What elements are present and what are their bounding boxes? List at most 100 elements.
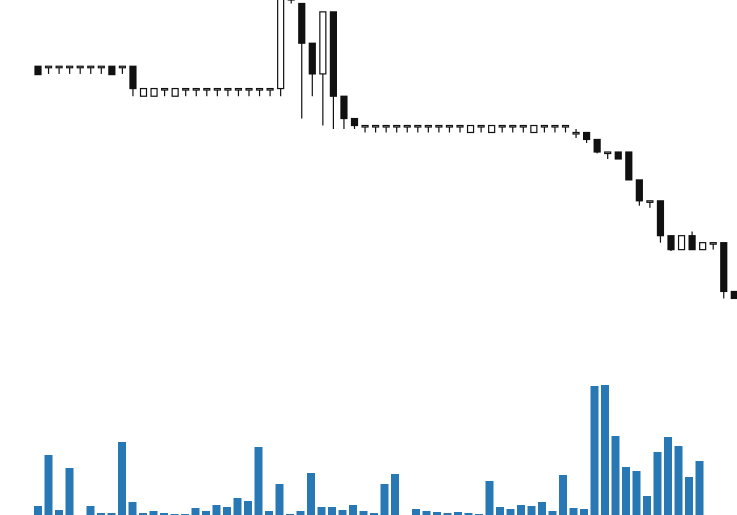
volume-bar [191,508,200,515]
candle-body-down [656,200,665,237]
candle-body-down [329,11,337,97]
candle-body-down [593,138,601,153]
volume-bar [212,505,221,515]
volume-bars-panel [34,385,704,515]
volume-bar [611,436,620,515]
candle-body-down [308,42,316,75]
volume-bar [538,502,546,515]
volume-bar [55,510,63,515]
volume-bar [653,452,662,515]
candle-body-up [224,87,232,91]
volume-bar [422,511,431,515]
candle-body-down [582,131,591,141]
candle-body-up [372,124,380,128]
candle-body-up [361,124,369,128]
volume-bar [107,513,116,515]
candle-body-up [203,87,211,91]
candle-body-up [255,87,264,91]
volume-bar [86,506,95,515]
candle-body-up [87,65,95,69]
candle-body-up [709,242,717,245]
volume-bar [65,468,74,515]
volume-bar [454,512,462,515]
volume-bar [244,501,252,515]
volume-bar [506,509,515,515]
volume-bar [601,385,609,515]
candle-body-down [350,117,359,127]
candle-body-down [108,65,116,76]
volume-bar [527,506,536,515]
candle-body-up [646,200,654,203]
candle-body-down [635,179,643,202]
candle-body-up [456,124,464,128]
candle-body-up [498,124,506,128]
candle-body-up [213,87,221,91]
candle-body-down [730,290,737,300]
candle-body-up [540,124,549,128]
candle-body-up [677,235,686,251]
candle-body-up [234,87,243,91]
volume-bar [590,386,599,515]
volume-bar [118,442,126,515]
volume-bar [622,467,630,515]
candle-body-up [192,87,200,91]
volume-bar [443,513,452,515]
candle-body-up [403,124,411,128]
candle-body-up [488,124,496,134]
candle-body-up [445,124,454,128]
candle-body-up [699,242,707,251]
candle-body-up [161,87,169,91]
candle-body-down [720,242,728,293]
volume-bar [380,484,389,515]
candle-body-down [340,95,348,120]
volume-bar [433,512,441,515]
candle-body-up [245,87,253,91]
volume-bar [685,477,693,515]
volume-bar [359,511,368,515]
volume-bar [391,474,399,515]
candle-body-down [34,65,42,76]
candle-body-up [424,124,432,128]
candle-body-down [129,65,137,90]
candle-body-down [625,151,633,181]
volume-bar [695,461,704,515]
volume-bar [44,455,53,515]
volume-bar [328,507,336,515]
volume-bar [97,513,105,515]
volume-bar [296,511,305,515]
candle-body-up [393,124,401,128]
candle-body-up [55,65,63,69]
candle-body-up [139,87,148,97]
volume-bar [265,511,273,515]
volume-bar [233,498,242,515]
candle-body-up [97,65,105,69]
volume-bar [632,471,641,515]
candle-body-up [182,87,190,91]
volume-bar [128,502,137,515]
candle-body-up [414,124,422,128]
candle-body-up [519,124,527,128]
volume-bar [548,511,557,515]
candle-body-up [171,87,179,97]
candle-body-up [319,11,327,75]
volume-bar [412,509,420,515]
volume-bar [139,513,147,515]
volume-bar [317,507,326,515]
volume-bar [559,475,567,515]
volume-bar [254,447,263,515]
volume-bar [307,473,315,515]
volume-bar [223,507,231,515]
volume-bar [485,481,494,515]
candle-body-up [530,124,538,134]
candle-body-up [435,124,443,128]
candle-body-up [44,65,53,69]
volume-bar [580,509,588,515]
volume-bar [464,513,473,515]
volume-bar [160,513,168,515]
price-candles-panel [34,0,737,300]
candle-body-up [266,87,274,91]
volume-bar [34,506,42,515]
candle-body-up [477,124,485,128]
